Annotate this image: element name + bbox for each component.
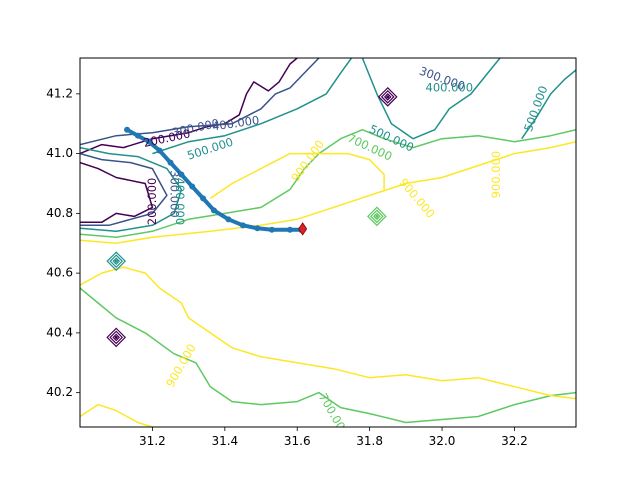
trajectory-point xyxy=(239,222,246,229)
contour-ring xyxy=(380,89,395,104)
contour-ring xyxy=(383,92,392,101)
y-tick-label: 40.8 xyxy=(46,206,73,220)
contour-markers xyxy=(106,86,398,348)
trajectory-point xyxy=(286,226,293,233)
contour-lines xyxy=(80,58,576,427)
contour-ring xyxy=(373,212,381,221)
contour-peak xyxy=(114,259,118,263)
contour-line xyxy=(80,128,576,239)
contour-line xyxy=(521,69,576,140)
contour-ring xyxy=(112,257,121,266)
contour-label: 200.000 xyxy=(145,178,159,226)
contour-label: 400.000 xyxy=(173,178,187,226)
trajectory-point xyxy=(124,126,131,133)
y-tick-label: 40.6 xyxy=(46,266,73,280)
y-axis: 40.2 40.4 40.6 40.8 41.0 41.2 xyxy=(46,86,80,399)
contour-line xyxy=(80,58,298,155)
contour-ring xyxy=(109,254,124,269)
y-tick-label: 40.4 xyxy=(46,325,73,339)
contour-line xyxy=(80,140,576,244)
contour-label: 400.000 xyxy=(211,113,260,133)
x-axis: 31.2 31.4 31.6 31.8 32.0 32.2 xyxy=(139,427,528,448)
trajectory-point xyxy=(167,159,174,166)
contour-line xyxy=(152,58,353,155)
trajectory-point xyxy=(134,132,141,139)
contour-ring xyxy=(109,330,124,345)
x-tick-label: 31.6 xyxy=(284,434,311,448)
trajectory-point xyxy=(210,207,217,214)
contour-peak xyxy=(114,335,118,339)
trajectory-point xyxy=(178,171,185,178)
contour-peak xyxy=(386,95,390,99)
contour-ring xyxy=(106,327,127,348)
contour-line xyxy=(209,152,385,200)
contour-ring xyxy=(112,333,121,342)
trajectory-point xyxy=(156,147,163,154)
contour-label: 300.000 xyxy=(168,170,182,218)
contour-ring xyxy=(370,209,384,224)
x-tick-label: 31.2 xyxy=(139,434,166,448)
x-tick-label: 32.2 xyxy=(501,434,528,448)
trajectory-point xyxy=(225,216,232,223)
y-tick-label: 41.0 xyxy=(46,146,73,160)
contour-ring xyxy=(106,251,127,272)
contour-line xyxy=(80,287,576,424)
end-point-marker xyxy=(298,222,308,236)
contour-ring xyxy=(367,206,387,227)
contour-label: 900.000 xyxy=(489,151,503,199)
trajectory-point xyxy=(254,225,261,232)
plot-frame xyxy=(79,57,577,428)
contour-line xyxy=(80,161,154,224)
trajectory-point xyxy=(268,226,275,233)
trajectory-series xyxy=(124,126,308,236)
y-tick-label: 40.2 xyxy=(46,385,73,399)
trajectory-point xyxy=(189,183,196,190)
contour-peak xyxy=(375,214,379,218)
contour-line xyxy=(361,58,501,140)
contour-line xyxy=(80,403,153,427)
contour-line xyxy=(80,266,576,400)
trajectory-point xyxy=(145,138,152,145)
trajectory-point xyxy=(200,195,207,202)
contour-ring xyxy=(377,86,398,107)
contour-line xyxy=(80,146,183,233)
contour-label: 400.000 xyxy=(426,80,474,94)
y-tick-label: 41.2 xyxy=(46,86,73,100)
x-tick-label: 32.0 xyxy=(429,434,456,448)
x-tick-label: 31.4 xyxy=(211,434,238,448)
x-tick-label: 31.8 xyxy=(356,434,383,448)
contour-line xyxy=(80,152,168,227)
